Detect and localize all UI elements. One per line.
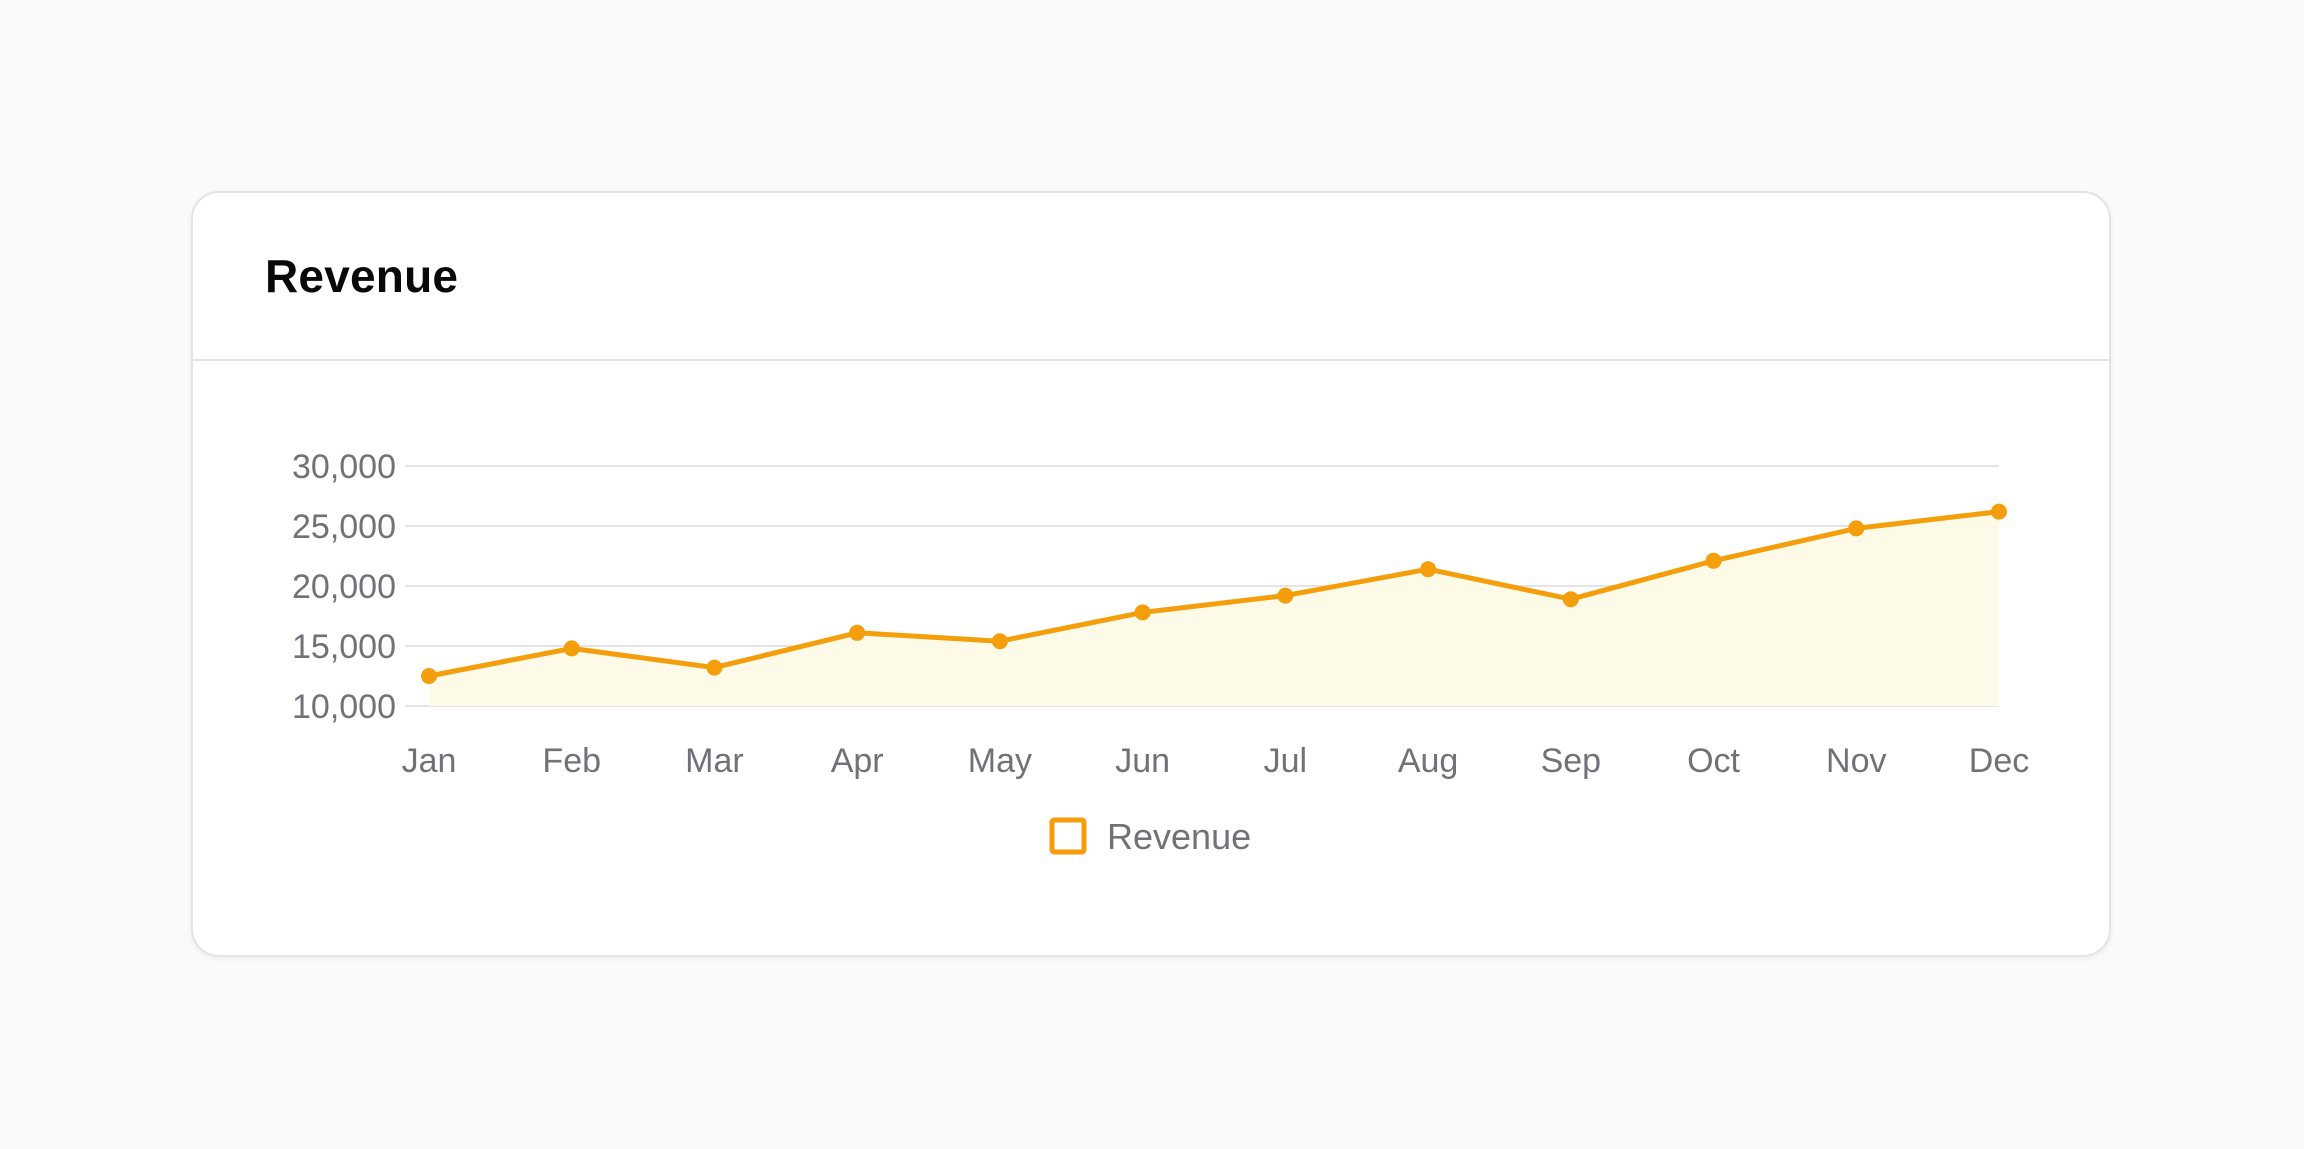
data-point-dec[interactable] — [1991, 503, 2007, 520]
data-point-jun[interactable] — [1134, 604, 1151, 621]
y-tick-label: 30,000 — [292, 448, 396, 486]
y-tick-label: 20,000 — [292, 568, 396, 606]
data-point-feb[interactable] — [563, 640, 580, 657]
x-tick-label: Aug — [1398, 742, 1459, 780]
x-tick-label: Jun — [1115, 742, 1170, 780]
data-point-jan[interactable] — [421, 668, 437, 684]
x-tick-label: Nov — [1826, 742, 1886, 780]
x-tick-label: Jan — [402, 742, 457, 780]
data-point-apr[interactable] — [849, 624, 866, 641]
data-point-sep[interactable] — [1562, 591, 1579, 608]
y-tick-label: 15,000 — [292, 628, 396, 666]
revenue-chart: 30,000 25,000 20,000 15,000 10,000 Jan Feb Mar… — [292, 448, 2030, 857]
data-point-oct[interactable] — [1705, 552, 1722, 569]
legend-label-revenue[interactable]: Revenue — [1107, 816, 1251, 857]
data-point-aug[interactable] — [1420, 561, 1437, 578]
x-tick-label: Mar — [685, 742, 744, 780]
x-tick-label: Apr — [831, 742, 884, 780]
card-title: Revenue — [265, 250, 459, 302]
y-axis-ticks: 30,000 25,000 20,000 15,000 10,000 — [292, 448, 396, 726]
revenue-card: Revenue 30,000 25,000 20,000 15,000 10,000 J… — [191, 191, 2111, 957]
data-point-nov[interactable] — [1848, 520, 1865, 537]
x-axis-ticks: Jan Feb Mar Apr May Jun Jul Aug Sep Oct Nov Dec — [402, 742, 2030, 780]
y-tick-label: 25,000 — [292, 508, 396, 546]
data-points — [421, 503, 2007, 684]
x-tick-label: Sep — [1541, 742, 1602, 780]
card-header: Revenue — [193, 193, 2109, 361]
x-tick-label: Dec — [1969, 742, 2029, 780]
data-point-mar[interactable] — [706, 659, 723, 676]
x-tick-label: Jul — [1264, 742, 1307, 780]
data-point-jul[interactable] — [1277, 587, 1294, 604]
revenue-area-fill — [429, 511, 1999, 706]
legend-swatch-revenue[interactable] — [1049, 817, 1087, 855]
x-tick-label: May — [968, 742, 1032, 780]
revenue-line — [428, 509, 2000, 679]
data-point-may[interactable] — [991, 633, 1008, 650]
chart-legend[interactable]: Revenue — [1049, 816, 1251, 857]
y-tick-label: 10,000 — [292, 688, 396, 726]
x-tick-label: Oct — [1687, 742, 1740, 780]
x-tick-label: Feb — [542, 742, 601, 780]
